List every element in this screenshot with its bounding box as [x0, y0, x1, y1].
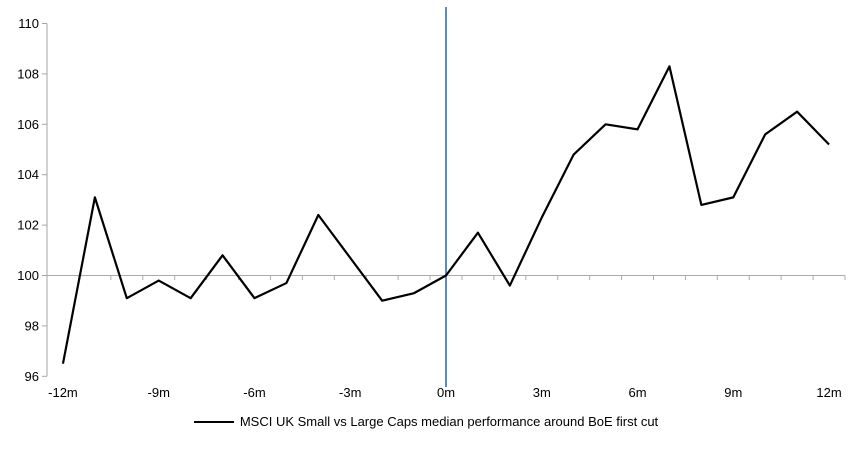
- x-tick-label: -3m: [339, 385, 361, 400]
- y-tick-label: 96: [25, 369, 39, 384]
- x-tick-label: -6m: [243, 385, 265, 400]
- y-tick-label: 102: [17, 218, 39, 233]
- legend-label: MSCI UK Small vs Large Caps median perfo…: [239, 414, 659, 429]
- x-tick-label: 3m: [533, 385, 551, 400]
- y-tick-label: 104: [17, 167, 39, 182]
- x-tick-label: 9m: [724, 385, 742, 400]
- y-tick-label: 108: [17, 66, 39, 81]
- chart-legend: MSCI UK Small vs Large Caps median perfo…: [0, 414, 852, 429]
- x-tick-label: -9m: [148, 385, 170, 400]
- y-tick-label: 110: [18, 16, 39, 31]
- y-tick-label: 106: [17, 117, 39, 132]
- y-tick-label: 100: [17, 268, 39, 283]
- y-tick-label: 98: [25, 318, 39, 333]
- legend-line-sample: [193, 420, 234, 423]
- x-tick-label: 0m: [437, 385, 455, 400]
- x-tick-label: -12m: [48, 385, 78, 400]
- x-tick-label: 12m: [816, 385, 841, 400]
- data-series-line: [61, 65, 830, 364]
- line-chart: 96 98 100 102 104 106 108 110 -12m -9m -6m -3m 0m 3m 6…: [17, 7, 846, 400]
- x-tick-label: 6m: [628, 385, 646, 400]
